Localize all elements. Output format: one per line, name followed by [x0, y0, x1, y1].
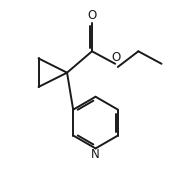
Text: O: O: [112, 51, 121, 64]
Text: O: O: [87, 9, 97, 22]
Text: N: N: [91, 148, 100, 161]
